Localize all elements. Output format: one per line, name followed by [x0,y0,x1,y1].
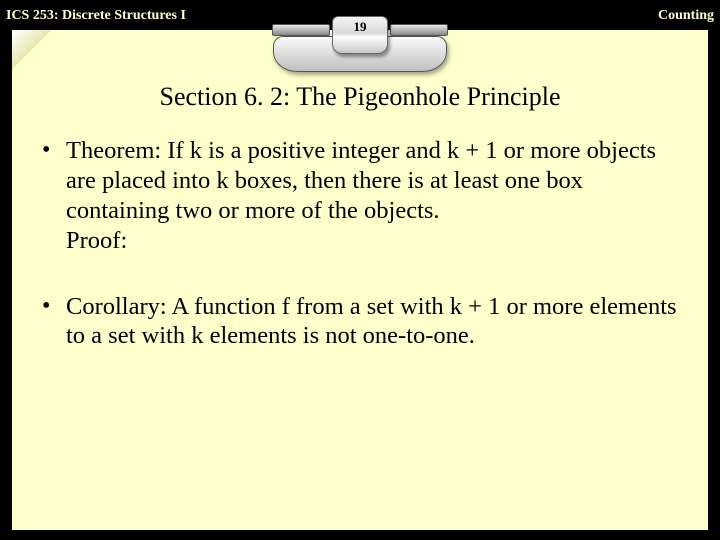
slide-content: Theorem: If k is a positive integer and … [40,136,686,387]
corollary-text: Corollary: A function f from a set with … [66,293,677,350]
course-header-left: ICS 253: Discrete Structures I [6,8,186,24]
proof-label: Proof: [66,226,686,256]
slide-body: 19 Section 6. 2: The Pigeonhole Principl… [12,30,708,530]
clipboard-clip: 19 [260,12,460,82]
theorem-text: Theorem: If k is a positive integer and … [66,137,656,224]
bullet-theorem: Theorem: If k is a positive integer and … [40,136,686,256]
section-title: Section 6. 2: The Pigeonhole Principle [12,82,708,112]
page-number: 19 [354,19,367,35]
bullet-corollary: Corollary: A function f from a set with … [40,292,686,352]
course-header-right: Counting [658,8,714,24]
page-fold-corner [12,30,51,69]
